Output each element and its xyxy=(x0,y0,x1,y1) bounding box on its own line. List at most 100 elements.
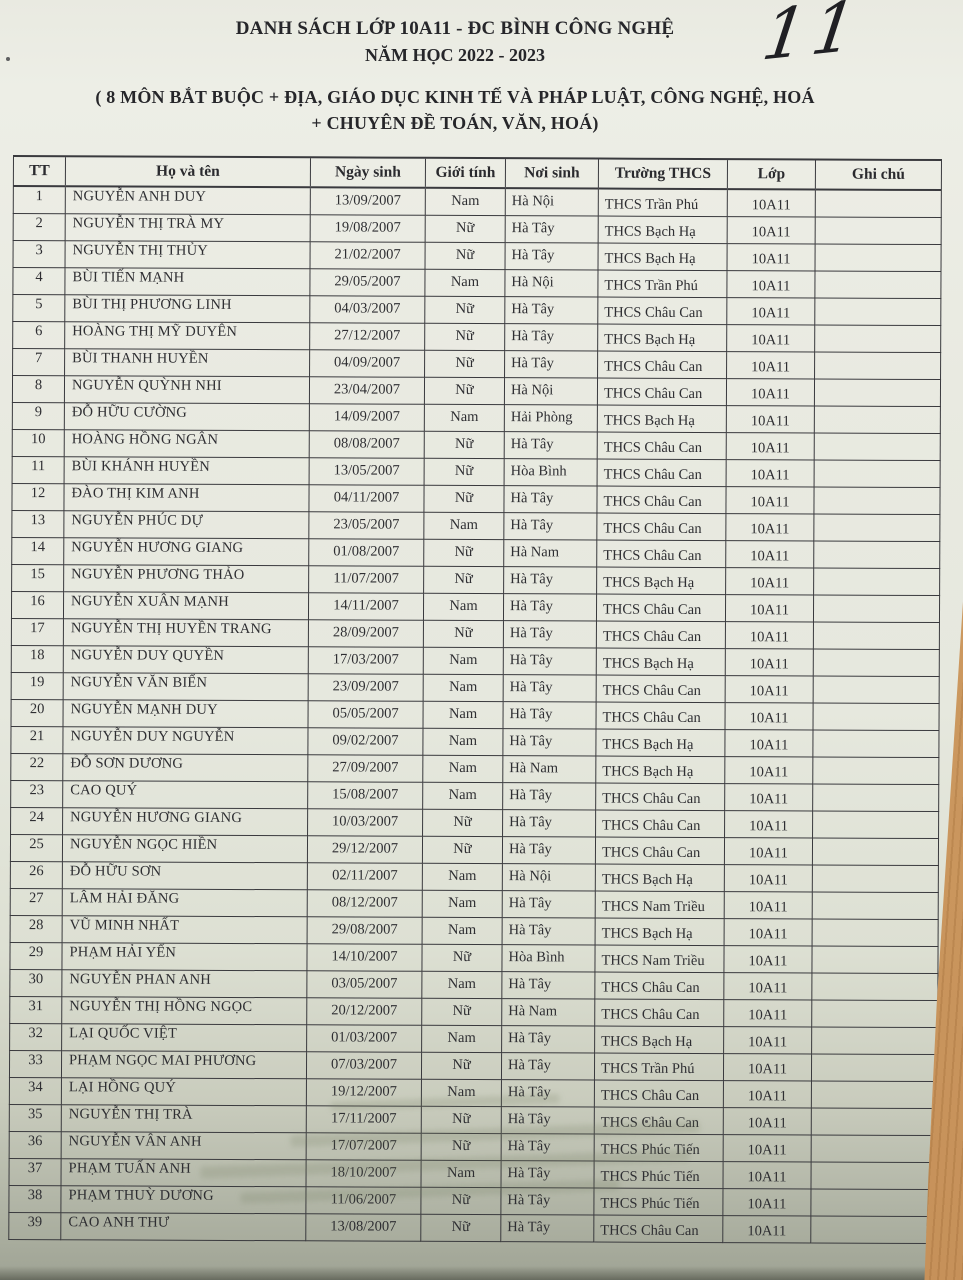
cell-dob: 08/08/2007 xyxy=(309,430,425,459)
cell-gender: Nữ xyxy=(424,431,505,459)
cell-name: NGUYỄN PHÚC DỰ xyxy=(63,510,309,539)
cell-tt: 7 xyxy=(12,348,65,376)
cell-tt: 33 xyxy=(9,1050,62,1078)
cell-birthplace: Hà Tây xyxy=(504,323,598,352)
cell-birthplace: Hà Tây xyxy=(504,350,598,379)
table-row: 17 NGUYỄN THỊ HUYỀN TRANG 28/09/2007 Nữ Hà T… xyxy=(11,618,940,650)
column-header-name: Họ và tên xyxy=(65,156,311,188)
cell-class: 10A11 xyxy=(725,567,814,595)
cell-name: NGUYỄN HƯƠNG GIANG xyxy=(63,537,309,566)
table-row: 39 CAO ANH THƯ 13/08/2007 Nữ Hà Tây THCS Châu… xyxy=(8,1212,937,1244)
cell-birthplace: Hà Nam xyxy=(503,539,597,568)
table-row: 26 ĐỖ HỮU SƠN 02/11/2007 Nam Hà Nội THCS Bạch… xyxy=(10,861,939,893)
cell-note xyxy=(812,810,939,839)
cell-note xyxy=(813,540,940,569)
cell-school: THCS Châu Can xyxy=(593,1215,723,1243)
cell-class: 10A11 xyxy=(724,783,813,811)
cell-gender: Nam xyxy=(422,728,504,756)
cell-tt: 17 xyxy=(11,618,64,646)
cell-gender: Nữ xyxy=(424,458,505,486)
cell-class: 10A11 xyxy=(723,999,812,1027)
cell-school: THCS Châu Can xyxy=(594,999,724,1027)
cell-name: NGUYỄN DUY QUYỀN xyxy=(63,645,309,674)
cell-dob: 05/05/2007 xyxy=(308,700,424,729)
cell-gender: Nữ xyxy=(421,944,503,972)
cell-school: THCS Bạch Hạ xyxy=(594,1026,724,1054)
cell-dob: 21/02/2007 xyxy=(310,241,426,270)
table-row: 4 BÙI TIẾN MẠNH 29/05/2007 Nam Hà Nội THCS Tr… xyxy=(12,267,942,299)
cell-tt: 1 xyxy=(13,186,66,214)
cell-gender: Nam xyxy=(424,404,505,432)
table-row: 33 PHẠM NGỌC MAI PHƯƠNG 07/03/2007 Nữ Hà Tây… xyxy=(9,1050,938,1082)
cell-school: THCS Châu Can xyxy=(594,1080,724,1108)
cell-class: 10A11 xyxy=(726,378,815,406)
cell-dob: 07/03/2007 xyxy=(306,1051,422,1080)
cell-school: THCS Bạch Hạ xyxy=(595,864,725,892)
cell-note xyxy=(813,648,940,677)
cell-dob: 17/11/2007 xyxy=(306,1105,422,1134)
cell-gender: Nữ xyxy=(423,485,505,513)
cell-name: NGUYỄN DUY NGUYỄN xyxy=(62,726,309,755)
cell-dob: 27/09/2007 xyxy=(307,754,423,783)
cell-note xyxy=(813,594,940,623)
cell-dob: 13/05/2007 xyxy=(309,457,425,486)
cell-school: THCS Bạch Hạ xyxy=(595,756,725,784)
cell-class: 10A11 xyxy=(727,243,816,272)
cell-birthplace: Hà Tây xyxy=(504,431,598,460)
cell-note xyxy=(814,298,941,326)
cell-dob: 15/08/2007 xyxy=(307,781,423,810)
cell-school: THCS Châu Can xyxy=(597,351,727,379)
cell-gender: Nam xyxy=(425,187,506,216)
cell-class: 10A11 xyxy=(725,621,814,649)
cell-name: PHẠM NGỌC MAI PHƯƠNG xyxy=(61,1050,307,1079)
document-header: DANH SÁCH LỚP 10A11 - ĐC BÌNH CÔNG NGHỆ … xyxy=(10,18,900,66)
cell-birthplace: Hà Nội xyxy=(505,188,599,217)
cell-name: NGUYỄN VĂN BIỂN xyxy=(63,672,309,701)
cell-school: THCS Châu Can xyxy=(596,675,726,703)
cell-dob: 14/10/2007 xyxy=(306,943,423,972)
cell-school: THCS Châu Can xyxy=(597,432,727,460)
cell-tt: 9 xyxy=(12,402,65,430)
cell-tt: 37 xyxy=(9,1158,62,1186)
cell-gender: Nữ xyxy=(425,215,506,243)
cell-class: 10A11 xyxy=(723,972,812,1000)
cell-dob: 14/11/2007 xyxy=(308,592,424,621)
cell-dob: 02/11/2007 xyxy=(307,862,423,891)
cell-name: NGUYỄN NGỌC HIỀN xyxy=(62,834,308,863)
cell-class: 10A11 xyxy=(727,189,816,218)
table-row: 20 NGUYỄN MẠNH DUY 05/05/2007 Nam Hà Tây THCS… xyxy=(11,699,940,731)
cell-tt: 10 xyxy=(12,429,65,457)
cell-dob: 09/02/2007 xyxy=(307,727,424,756)
cell-tt: 19 xyxy=(11,672,64,700)
cell-note xyxy=(812,702,940,731)
cell-school: THCS Bạch Hạ xyxy=(595,918,725,946)
cell-gender: Nữ xyxy=(424,323,505,351)
cell-school: THCS Châu Can xyxy=(595,783,725,811)
cell-gender: Nữ xyxy=(422,836,503,864)
cell-note xyxy=(811,1080,938,1109)
table-row: 11 BÙI KHÁNH HUYỀN 13/05/2007 Nữ Hòa Bình THC… xyxy=(12,456,941,488)
cell-dob: 23/05/2007 xyxy=(308,511,424,540)
cell-school: THCS Châu Can xyxy=(596,513,726,541)
cell-dob: 04/11/2007 xyxy=(308,484,425,513)
cell-class: 10A11 xyxy=(725,540,814,568)
cell-note xyxy=(814,324,941,353)
table-row: 18 NGUYỄN DUY QUYỀN 17/03/2007 Nam Hà Tây THC… xyxy=(11,645,940,677)
cell-birthplace: Hà Tây xyxy=(503,593,597,622)
cell-dob: 13/08/2007 xyxy=(305,1213,421,1242)
cell-name: CAO ANH THƯ xyxy=(60,1212,306,1241)
cell-class: 10A11 xyxy=(726,432,815,460)
cell-gender: Nữ xyxy=(421,998,502,1026)
cell-class: 10A11 xyxy=(722,1188,811,1216)
cell-note xyxy=(811,945,939,974)
cell-gender: Nữ xyxy=(424,350,505,378)
cell-name: NGUYỄN PHAN ANH xyxy=(61,969,307,998)
cell-school: THCS Châu Can xyxy=(596,486,727,514)
cell-school: THCS Châu Can xyxy=(597,378,727,406)
cell-school: THCS Bạch Hạ xyxy=(596,567,726,595)
cell-school: THCS Châu Can xyxy=(596,594,726,622)
cell-note xyxy=(811,972,938,1001)
cell-note xyxy=(812,837,939,866)
cell-birthplace: Hải Phòng xyxy=(504,404,598,433)
